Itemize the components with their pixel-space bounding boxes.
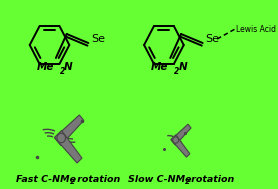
Text: 2: 2 — [174, 67, 179, 77]
Text: rotation: rotation — [188, 176, 234, 184]
Text: 2: 2 — [59, 67, 65, 77]
Text: Se: Se — [205, 34, 219, 44]
Text: rotation: rotation — [74, 176, 120, 184]
Text: Me: Me — [37, 62, 54, 72]
Polygon shape — [171, 124, 191, 145]
Polygon shape — [54, 115, 84, 146]
Text: N: N — [178, 62, 187, 72]
Text: N: N — [64, 62, 73, 72]
Text: Me: Me — [151, 62, 168, 72]
Text: Se: Se — [91, 34, 105, 44]
Polygon shape — [54, 131, 82, 163]
Text: Lewis Acid: Lewis Acid — [236, 26, 276, 35]
Circle shape — [57, 133, 66, 143]
Text: 2: 2 — [185, 179, 190, 185]
Circle shape — [173, 137, 178, 143]
Text: Slow C-NMe: Slow C-NMe — [128, 176, 192, 184]
Polygon shape — [171, 135, 190, 157]
Text: Fast C-NMe: Fast C-NMe — [16, 176, 76, 184]
Text: 2: 2 — [70, 179, 75, 185]
